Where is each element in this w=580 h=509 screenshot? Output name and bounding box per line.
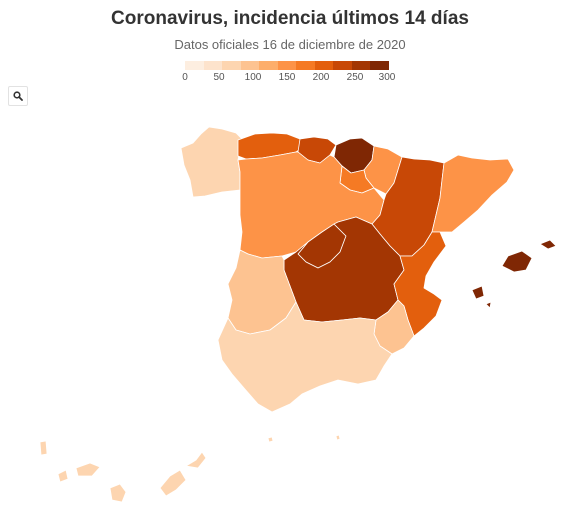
region-cataluna[interactable] (431, 154, 515, 233)
search-button[interactable] (8, 86, 28, 106)
legend-color-swatch (185, 61, 204, 70)
legend-color-swatch (333, 61, 352, 70)
map-title: Coronavirus, incidencia últimos 14 días (111, 8, 469, 29)
legend-color-swatch (222, 61, 241, 70)
region-canarias[interactable] (39, 440, 207, 503)
legend-color-swatch (203, 61, 223, 70)
region-baleares[interactable] (471, 239, 557, 309)
legend-tick-label: 200 (312, 72, 330, 83)
legend-color-swatch (351, 61, 371, 70)
legend-tick-label: 300 (378, 72, 396, 83)
legend-color-swatch (259, 61, 278, 70)
legend-tick-label: 0 (182, 72, 188, 83)
legend-tick-label: 150 (278, 72, 296, 83)
legend-color-swatch (277, 61, 297, 70)
legend-labels: 0 50 100 150 200 250 300 (182, 72, 395, 84)
legend-tick-label: 50 (213, 72, 225, 83)
legend-color-swatch (314, 61, 334, 70)
region-galicia[interactable] (180, 126, 244, 198)
legend-color-swatch (240, 61, 260, 70)
map-subtitle: Datos oficiales 16 de diciembre de 2020 (174, 37, 406, 52)
region-andalucia[interactable] (217, 301, 393, 413)
color-legend: 0 50 100 150 200 250 300 (182, 61, 395, 84)
region-comunidad-valenciana[interactable] (393, 231, 447, 337)
legend-tick-label: 250 (346, 72, 364, 83)
search-icon (13, 91, 23, 101)
legend-color-swatch (370, 61, 390, 70)
legend-color-swatch (296, 61, 315, 70)
legend-color-bar (185, 61, 390, 70)
region-ceuta[interactable] (267, 436, 274, 443)
legend-tick-label: 100 (244, 72, 262, 83)
region-melilla[interactable] (335, 434, 341, 441)
